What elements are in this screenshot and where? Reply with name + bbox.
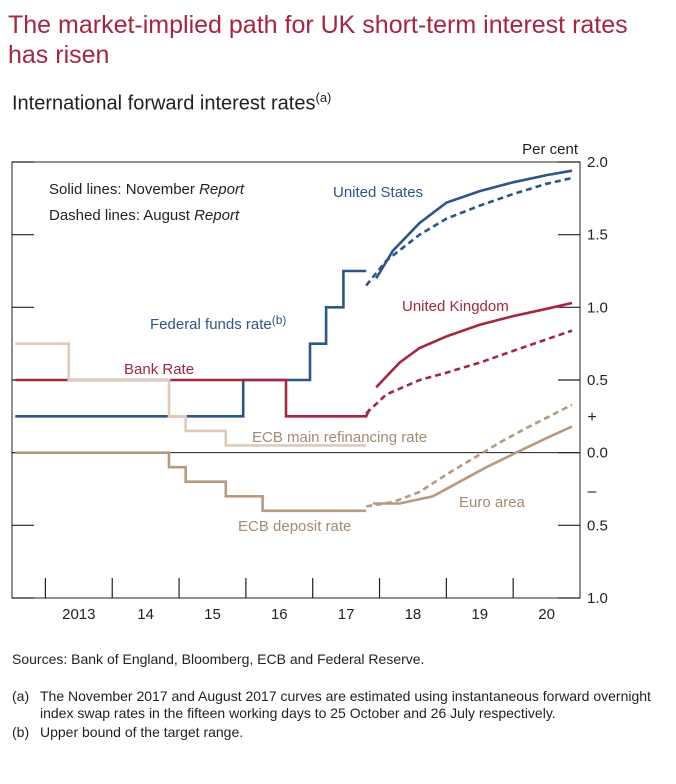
series-euro-solid-8	[372, 425, 573, 505]
footnote-a: (a) The November 2017 and August 2017 cur…	[12, 688, 652, 722]
label-federal-funds-rate: Federal funds rate(b)	[150, 313, 286, 333]
label-bank-rate: Bank Rate	[124, 361, 194, 378]
series-us-step-0	[15, 269, 367, 418]
label-federal-funds-rate-note: (b)	[272, 313, 287, 327]
y-tick-label-1: 1.5	[587, 227, 608, 244]
y-axis-label: Per cent	[522, 141, 579, 158]
x-tick-label-1: 14	[137, 606, 154, 623]
footnote-a-text: The November 2017 and August 2017 curves…	[40, 688, 651, 721]
sources: Sources: Bank of England, Bloomberg, ECB…	[12, 651, 425, 667]
legend-dashed-text: Dashed lines: August	[49, 207, 194, 224]
footnote-b-ref: (b)	[12, 724, 30, 740]
footnote-b-text: Upper bound of the target range.	[40, 724, 244, 740]
footnote-b: (b) Upper bound of the target range.	[12, 724, 652, 741]
y-tick-label-2: 1.0	[587, 299, 608, 316]
chart-title-text: International forward interest rates	[12, 92, 316, 115]
footnote-a-ref: (a)	[12, 688, 30, 704]
y-tick-label-4: 0.0	[587, 445, 608, 462]
x-tick-label-4: 17	[338, 606, 355, 623]
label-euro-area: Euro area	[459, 494, 526, 511]
label-united-kingdom: United Kingdom	[402, 298, 509, 315]
legend-solid: Solid lines: November Report	[49, 181, 245, 198]
label-federal-funds-rate-text: Federal funds rate	[150, 316, 272, 333]
series-us-dashed-5	[365, 176, 573, 287]
series-euro-step-3	[15, 451, 367, 513]
sign-minus: –	[588, 483, 597, 500]
x-tick-label-6: 19	[471, 606, 488, 623]
series-uk-dashed-7	[365, 329, 573, 415]
label-united-states: United States	[333, 184, 423, 201]
footnotes: (a) The November 2017 and August 2017 cur…	[12, 688, 652, 743]
label-ecb-deposit-rate: ECB deposit rate	[238, 518, 351, 535]
legend-solid-italic: Report	[199, 181, 245, 198]
series-uk-solid-6	[375, 301, 573, 389]
x-tick-label-0: 2013	[62, 606, 95, 623]
legend-solid-text: Solid lines: November	[49, 181, 199, 198]
x-tick-label-5: 18	[405, 606, 422, 623]
sign-plus: +	[587, 409, 596, 426]
chart-labels: Per cent Solid lines: November Report Da…	[49, 141, 597, 535]
y-tick-label-6: 1.0	[587, 590, 608, 607]
series-layer	[15, 169, 573, 513]
chart-title: International forward interest rates(a)	[12, 90, 331, 116]
y-tick-label-3: 0.5	[587, 372, 608, 389]
x-tick-label-2: 15	[204, 606, 221, 623]
tick-marks: 2.0 1.5 1.0 0.5 0.0 0.5 1.0 2013 14 15 16 17 18 19 20	[12, 154, 608, 623]
series-ecb_mro-step-2	[15, 342, 367, 447]
series-us-solid-4	[375, 169, 573, 279]
chart-title-note: (a)	[315, 90, 332, 105]
legend-dashed: Dashed lines: August Report	[49, 207, 240, 224]
series-euro-dashed-9	[365, 403, 573, 508]
series-uk-step-1	[15, 378, 371, 418]
y-tick-label-0: 2.0	[587, 154, 608, 171]
label-ecb-main-refinancing-rate: ECB main refinancing rate	[252, 429, 427, 446]
headline: The market-implied path for UK short-ter…	[8, 11, 628, 69]
x-tick-label-7: 20	[538, 606, 555, 623]
legend-dashed-italic: Report	[194, 207, 240, 224]
x-tick-label-3: 16	[271, 606, 288, 623]
y-tick-label-5: 0.5	[587, 517, 608, 534]
